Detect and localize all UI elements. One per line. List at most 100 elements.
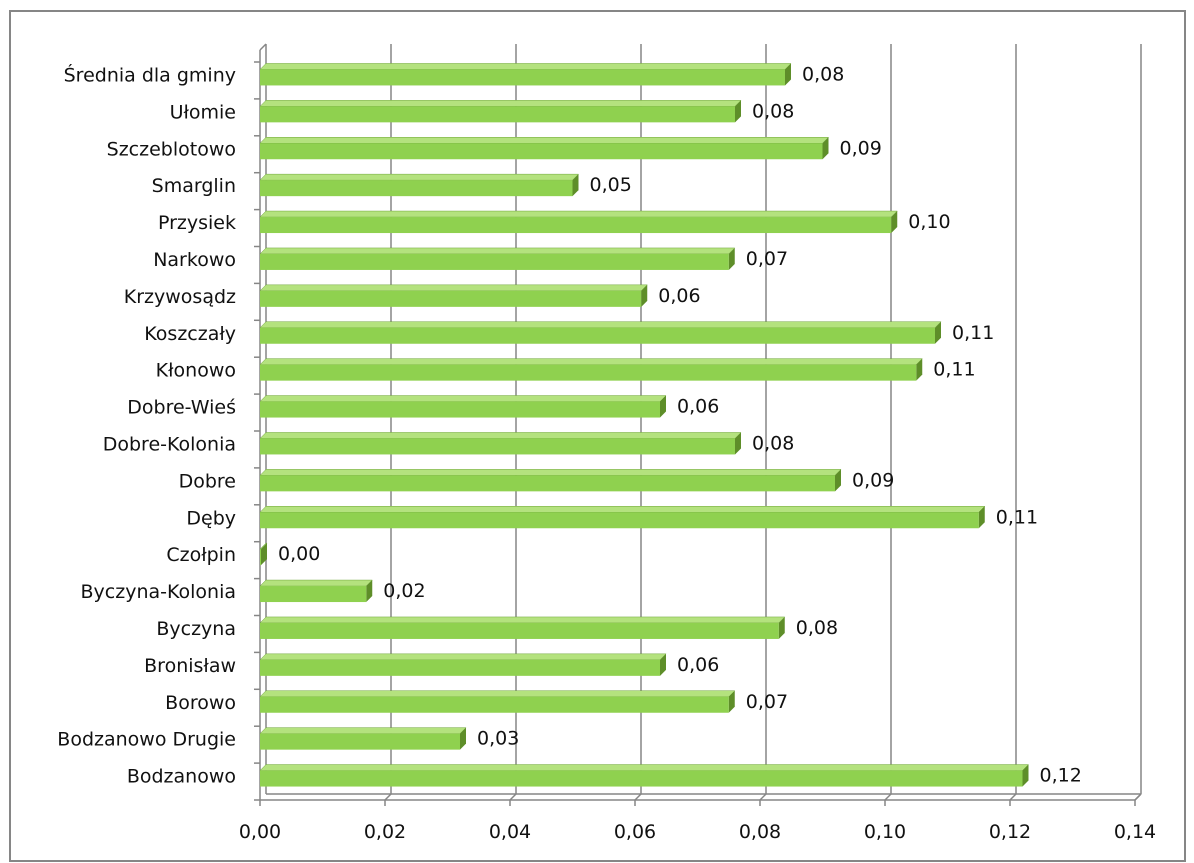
gridline-floor xyxy=(384,793,392,801)
bar-side xyxy=(660,653,666,676)
gridline-floor xyxy=(634,793,642,801)
category-label: Borowo xyxy=(165,692,236,714)
bar-side xyxy=(978,506,985,529)
data-label: 0,08 xyxy=(752,432,794,454)
category-label: Byczyna-Kolonia xyxy=(81,581,237,603)
bar xyxy=(260,696,729,713)
bar xyxy=(260,180,573,197)
bar xyxy=(260,586,367,603)
bar-top xyxy=(259,432,742,439)
data-label: 0,11 xyxy=(952,322,994,344)
bar-top xyxy=(259,137,830,144)
category-label: Dobre xyxy=(179,470,236,492)
bar xyxy=(260,549,261,566)
category-label: Byczyna xyxy=(156,618,236,640)
data-label: 0,06 xyxy=(677,396,719,418)
category-label: Krzywosądz xyxy=(124,286,236,308)
bar-top xyxy=(259,395,667,402)
bar xyxy=(260,253,729,270)
data-label: 0,08 xyxy=(796,617,838,639)
bar-top xyxy=(259,284,648,292)
x-tick-label: 0,08 xyxy=(739,821,781,843)
bar-top xyxy=(259,63,792,70)
bar-top xyxy=(259,247,736,255)
category-label: Czołpin xyxy=(166,544,236,566)
bar xyxy=(260,106,735,123)
x-tick-label: 0,12 xyxy=(989,821,1031,843)
bar-side xyxy=(735,100,741,123)
bar-top xyxy=(259,653,667,661)
bar-side xyxy=(366,580,373,603)
bar-side xyxy=(822,137,829,160)
category-label: Koszczały xyxy=(144,323,236,345)
bar xyxy=(260,512,979,529)
bar-side xyxy=(785,63,791,86)
bar xyxy=(260,770,1023,787)
x-tick-label: 0,10 xyxy=(864,821,906,843)
category-label: Średnia dla gminy xyxy=(64,62,236,86)
bar xyxy=(260,475,835,492)
bar-top xyxy=(259,579,373,587)
x-tick-label: 0,14 xyxy=(1114,821,1156,843)
bar xyxy=(260,290,642,307)
bar xyxy=(260,401,660,418)
bar-top xyxy=(259,764,1030,771)
bar-side xyxy=(891,211,898,234)
bar xyxy=(260,622,779,639)
data-label: 0,03 xyxy=(477,728,519,750)
bar-side xyxy=(660,395,666,418)
category-label: Szczeblotowo xyxy=(107,138,236,160)
y-axis-top xyxy=(259,43,267,51)
data-label: 0,10 xyxy=(908,211,950,233)
bar-side xyxy=(572,174,579,197)
data-label: 0,09 xyxy=(840,137,882,159)
bar-side xyxy=(261,543,267,566)
data-label: 0,07 xyxy=(746,248,788,270)
data-label: 0,05 xyxy=(590,174,632,196)
bar xyxy=(260,217,892,234)
bar xyxy=(260,364,917,381)
x-tick-label: 0,06 xyxy=(614,821,656,843)
bar-top xyxy=(259,469,842,476)
category-label: Bodzanowo xyxy=(127,766,236,788)
category-label: Przysiek xyxy=(158,212,236,234)
bar-side xyxy=(728,247,735,270)
bar xyxy=(260,659,660,676)
gridline-floor xyxy=(884,793,892,801)
bar-top xyxy=(259,727,467,734)
gridline-floor xyxy=(509,793,517,801)
floor-right-edge xyxy=(1134,793,1142,801)
x-tick-label: 0,00 xyxy=(239,821,281,843)
data-label: 0,02 xyxy=(383,580,425,602)
category-label: Bodzanowo Drugie xyxy=(57,729,236,751)
category-label: Kłonowo xyxy=(156,360,236,382)
bar-side xyxy=(935,321,941,344)
bar-side xyxy=(735,432,741,455)
data-label: 0,09 xyxy=(852,469,894,491)
bar-side xyxy=(835,469,841,492)
x-tick-label: 0,02 xyxy=(364,821,406,843)
bar-top xyxy=(259,100,742,107)
data-label: 0,08 xyxy=(802,63,844,85)
category-label: Narkowo xyxy=(153,249,236,271)
bar-side xyxy=(778,616,785,639)
bar xyxy=(260,327,935,344)
data-label: 0,07 xyxy=(746,691,788,713)
category-label: Dęby xyxy=(186,507,236,529)
data-label: 0,08 xyxy=(752,100,794,122)
bar xyxy=(260,438,735,455)
bar-top xyxy=(259,358,923,365)
data-label: 0,06 xyxy=(677,654,719,676)
bar-side xyxy=(641,284,648,307)
bar-top xyxy=(259,616,786,624)
bar-side xyxy=(728,690,735,713)
bar-top xyxy=(259,321,942,328)
x-tick-label: 0,04 xyxy=(489,821,531,843)
data-label: 0,11 xyxy=(933,359,975,381)
gridline-floor xyxy=(759,793,767,801)
data-label: 0,06 xyxy=(658,285,700,307)
bar xyxy=(260,733,460,750)
bars xyxy=(259,63,1030,787)
